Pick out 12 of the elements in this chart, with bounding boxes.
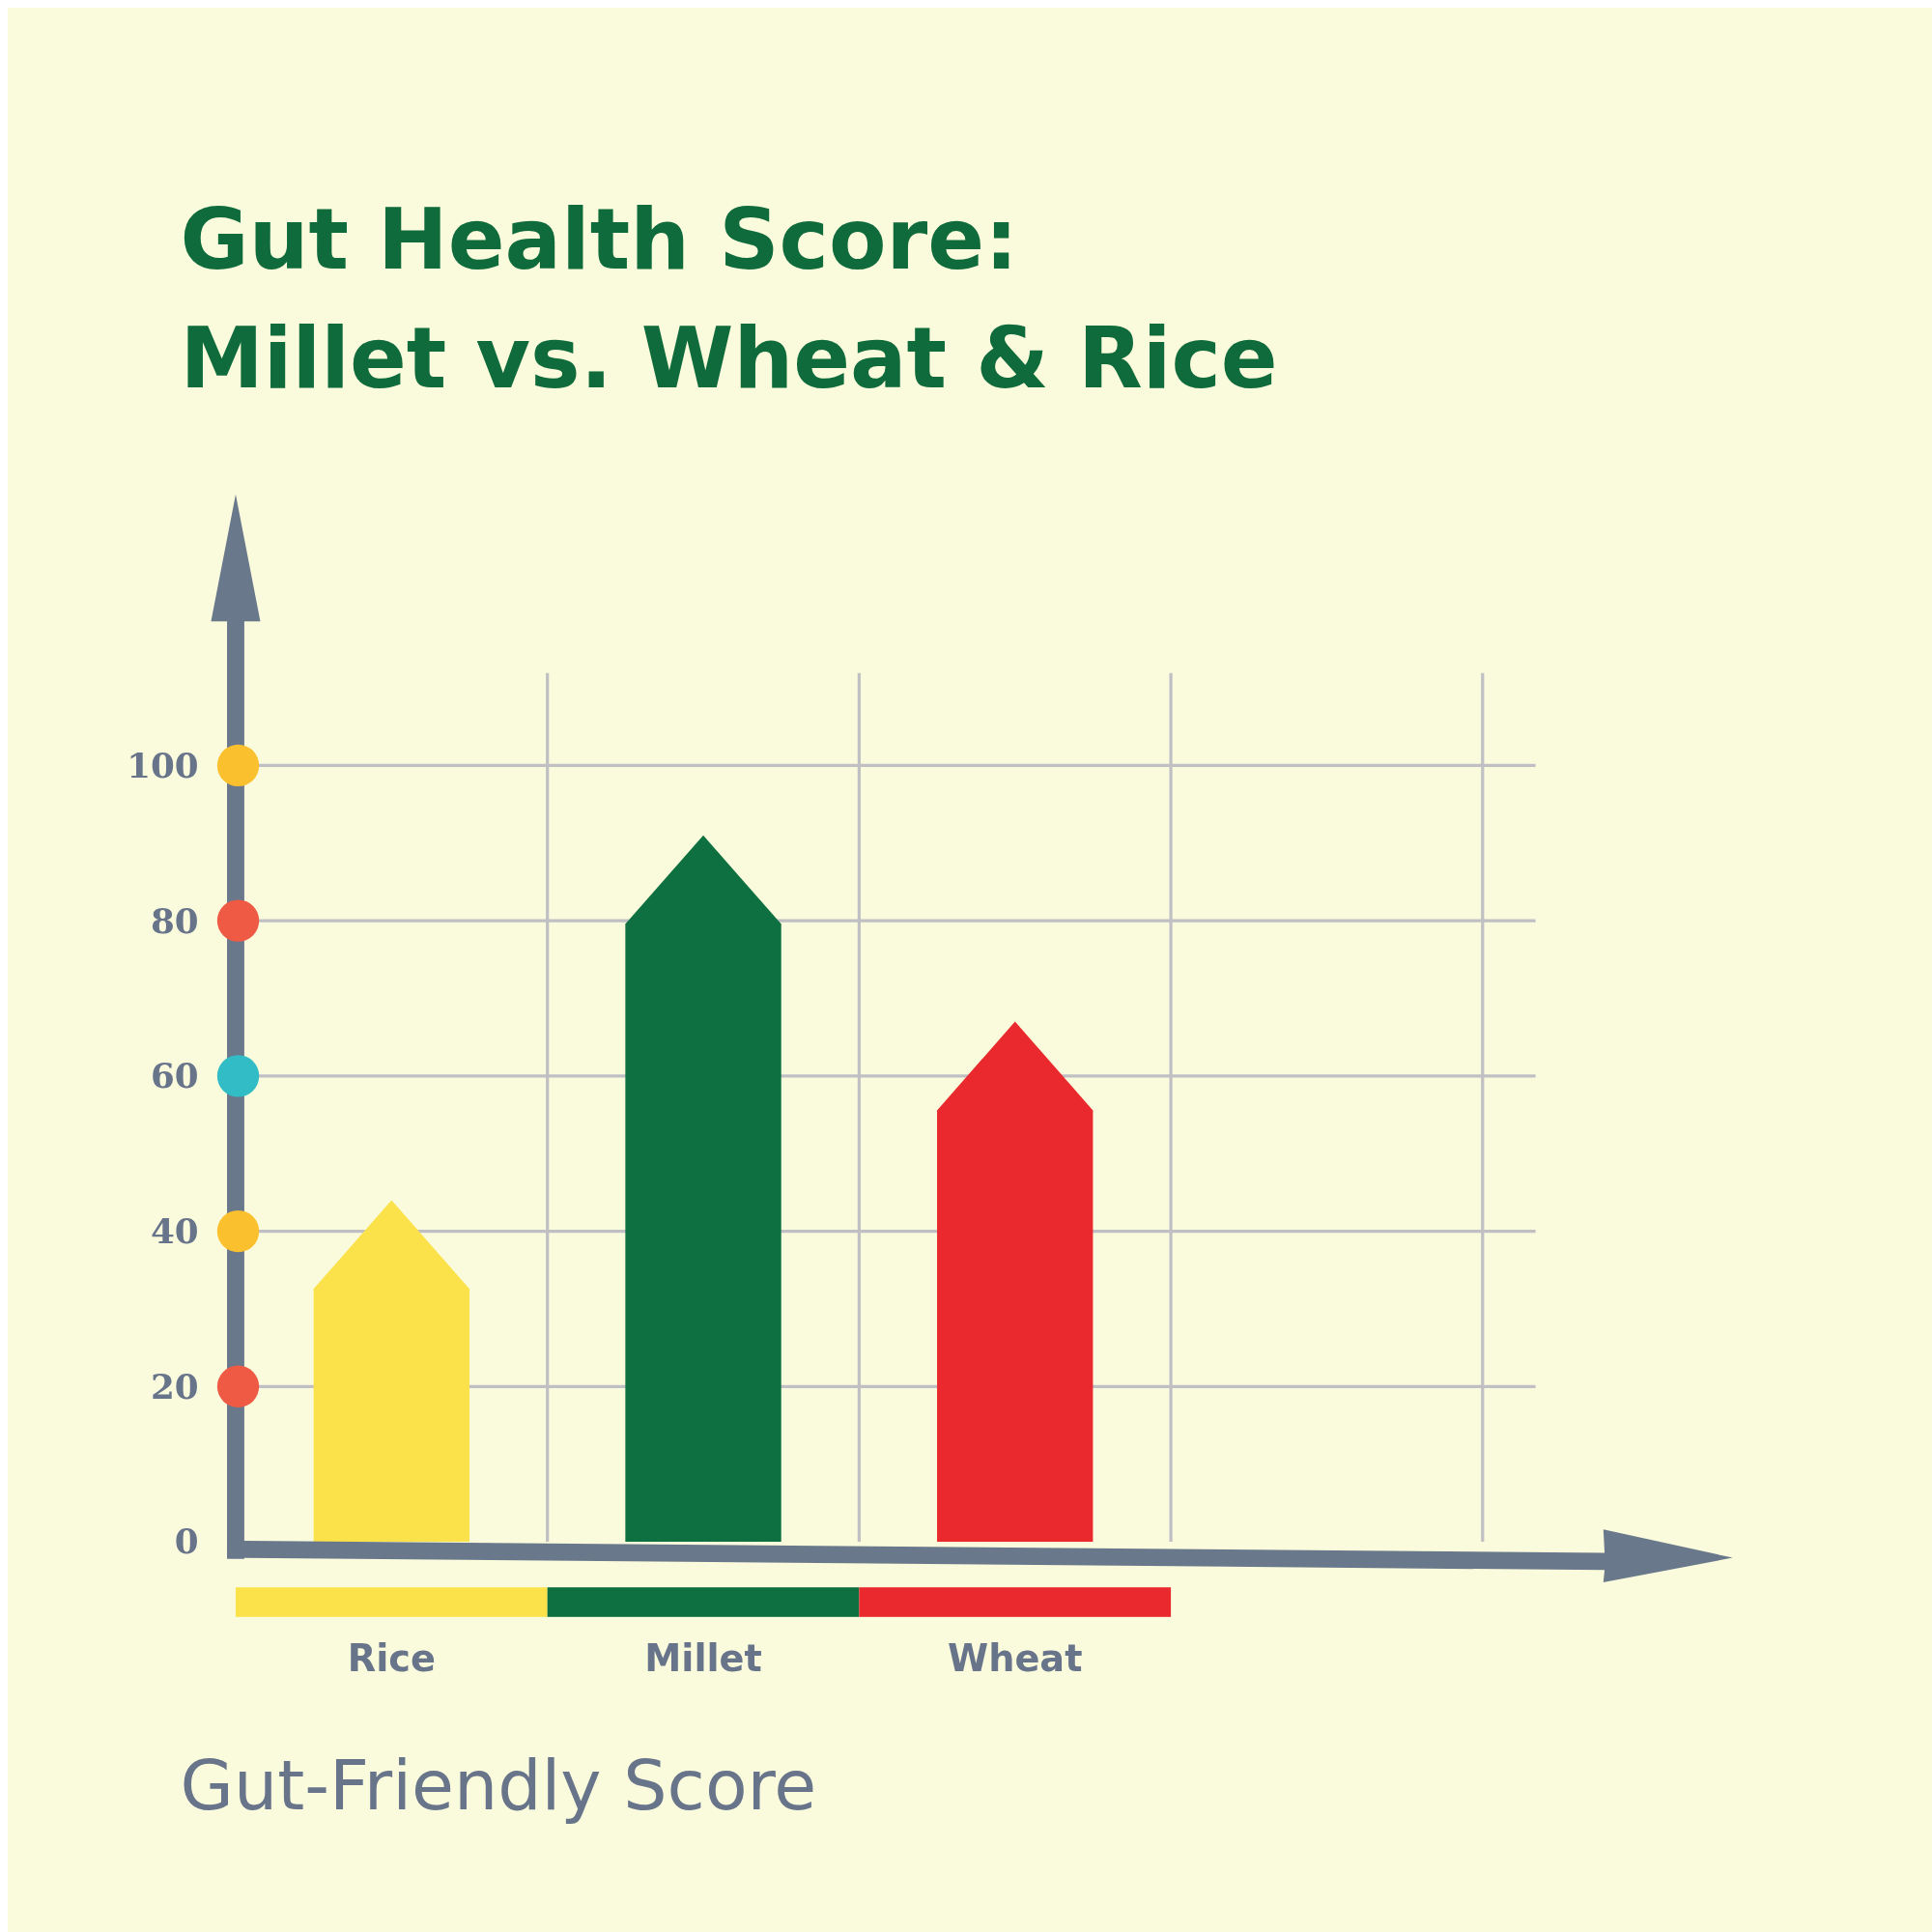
y-tick-label: 0 [174, 1520, 199, 1562]
y-tick-label: 40 [151, 1210, 199, 1252]
y-tick-label: 100 [127, 744, 199, 785]
x-tick-label: Millet [644, 1635, 762, 1680]
x-axis-title: Gut-Friendly Score [180, 1745, 817, 1826]
chart-title: Gut Health Score: Millet vs. Wheat & Rice [180, 190, 1278, 407]
y-tick-label: 60 [151, 1055, 199, 1096]
x-tick-label: Wheat [948, 1635, 1083, 1680]
x-tick-label: Rice [347, 1635, 436, 1680]
y-tick-label: 20 [151, 1365, 199, 1406]
y-tick-label: 80 [151, 899, 199, 941]
bar [625, 835, 781, 1543]
